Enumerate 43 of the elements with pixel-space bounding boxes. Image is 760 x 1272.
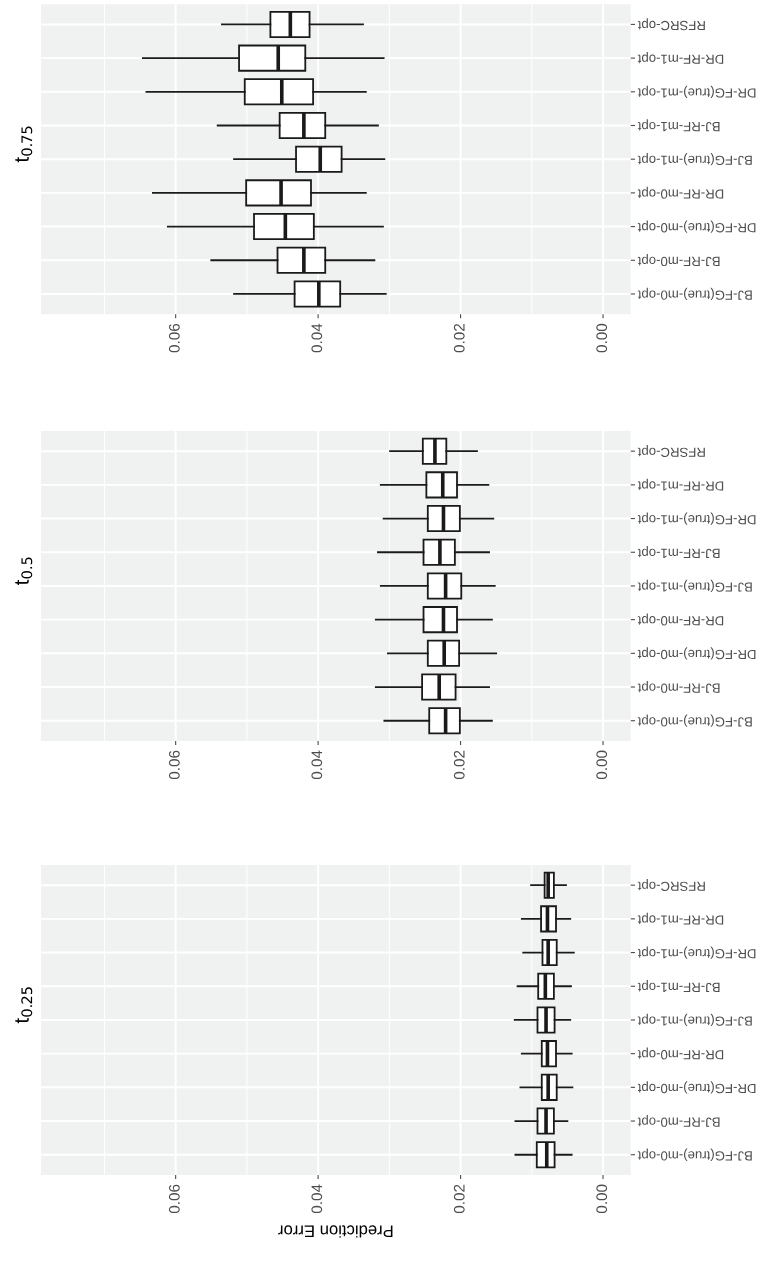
y-tick-label: DR-FG(true)-m1-opt — [637, 512, 756, 525]
y-tick-label: BJ-FG(true)-m1-opt — [637, 1013, 752, 1027]
y-tick-label: DR-FG(true)-m0-opt — [637, 1081, 756, 1094]
x-axis-title: Prediction Error — [278, 1225, 393, 1238]
y-tick-label: BJ-RF-m0-opt — [637, 680, 720, 693]
y-tick-label: DR-RF-m1-opt — [637, 478, 724, 491]
y-tick-label: DR-RF-m0-opt — [637, 1047, 724, 1060]
y-tick-label: DR-FG(true)-m0-opt — [637, 647, 756, 660]
text: t$_{0.25}$ — [15, 987, 33, 1024]
y-tick-label: RFSRC-opt — [637, 445, 705, 457]
x-tick-label: 0.02 — [453, 323, 465, 353]
y-tick-label: DR-RF-m1-opt — [637, 912, 724, 925]
x-tick-label: 0.02 — [453, 750, 465, 780]
y-tick-label: BJ-FG(true)-m0-opt — [637, 287, 752, 301]
y-tick-label: BJ-RF-m1-opt — [637, 980, 720, 992]
y-tick-label: BJ-RF-m0-opt — [637, 1114, 720, 1127]
x-tick-label: 0.04 — [311, 1184, 323, 1214]
x-tick-label: 0.04 — [311, 323, 323, 353]
y-tick-label: BJ-FG(true)-m0-opt — [637, 714, 752, 727]
x-tick-label: 0.06 — [168, 323, 180, 353]
y-tick-label: BJ-RF-m1-opt — [637, 546, 720, 558]
x-tick-label: 0.00 — [596, 323, 608, 353]
y-tick-label: BJ-FG(true)-m0-opt — [637, 1148, 752, 1161]
y-tick-label: BJ-FG(true)-m1-opt — [637, 579, 752, 593]
x-tick-label: 0.06 — [168, 1184, 180, 1214]
y-tick-label: DR-FG(true)-m1-opt — [637, 85, 756, 98]
y-tick-label: BJ-RF-m0-opt — [637, 254, 720, 267]
y-tick-label: RFSRC-opt — [637, 879, 705, 891]
y-tick-label: DR-RF-m1-opt — [637, 51, 724, 64]
x-tick-label: 0.00 — [596, 1184, 608, 1214]
y-tick-label: BJ-RF-m1-opt — [637, 119, 720, 132]
text: t$_{0.5}$ — [15, 557, 33, 586]
y-tick-label: DR-FG(true)-m0-opt — [637, 220, 756, 233]
y-tick-label: RFSRC-opt — [637, 18, 705, 31]
y-tick-label: DR-FG(true)-m1-opt — [637, 946, 756, 959]
text: t$_{0.75}$ — [15, 126, 33, 163]
x-tick-label: 0.02 — [453, 1184, 465, 1214]
x-tick-label: 0.04 — [311, 750, 323, 780]
y-tick-label: DR-RF-m0-opt — [637, 186, 724, 199]
y-tick-label: BJ-FG(true)-m1-opt — [637, 153, 752, 166]
y-tick-label: DR-RF-m0-opt — [637, 613, 724, 626]
x-tick-label: 0.06 — [168, 750, 180, 780]
x-tick-label: 0.00 — [596, 750, 608, 780]
